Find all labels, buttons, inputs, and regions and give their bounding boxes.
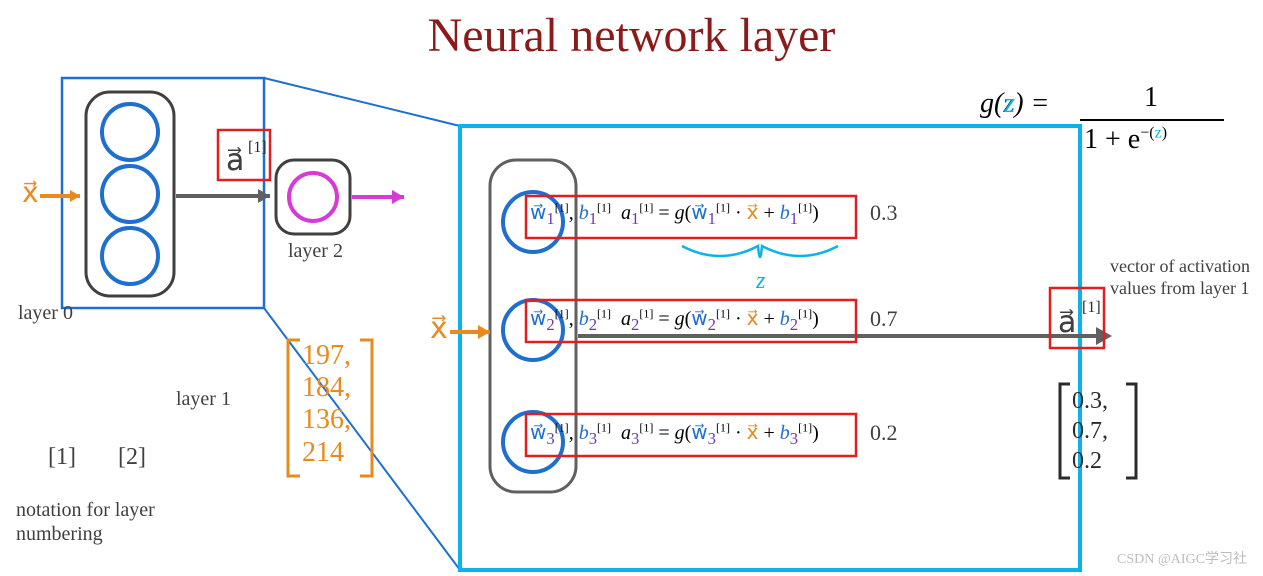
eq1-val: 0.3 [870, 200, 898, 226]
eq-row-3: w⃗3[1], b3[1] a3[1] = g(w⃗3[1] · x⃗ + b3… [530, 420, 819, 449]
x-label-left: x⃗ [22, 178, 39, 209]
sigmoid-z-overlay: z [1004, 88, 1015, 120]
diagram-canvas: x⃗ a⃗ [1] x⃗ a⃗ [1] z [0, 0, 1263, 576]
layer2-label: layer 2 [288, 240, 343, 263]
svg-text:a⃗: a⃗ [226, 144, 244, 177]
notation-1: [1] [48, 444, 76, 471]
eq3-val: 0.2 [870, 420, 898, 446]
layer0-label: layer 0 [18, 302, 73, 325]
sigmoid-num: 1 [1144, 82, 1158, 114]
svg-text:[1]: [1] [248, 139, 267, 156]
eq-row-2: w⃗2[1], b2[1] a2[1] = g(w⃗2[1] · x⃗ + b2… [530, 306, 819, 335]
output-caption: vector of activation values from layer 1 [1110, 256, 1260, 299]
notation-text: notation for layer numbering [16, 498, 226, 546]
svg-text:a⃗: a⃗ [1058, 306, 1076, 339]
notation-2: [2] [118, 444, 146, 471]
svg-text:z: z [755, 268, 766, 294]
output-vector: 0.3, 0.7, 0.2 [1072, 386, 1108, 476]
eq-row-1: w⃗1[1], b1[1] a1[1] = g(w⃗1[1] · x⃗ + b1… [530, 200, 819, 229]
eq2-val: 0.7 [870, 306, 898, 332]
layer1-label: layer 1 [176, 388, 231, 411]
x-label-zoom: x⃗ [430, 312, 448, 345]
input-vector: 197, 184, 136, 214 [302, 340, 351, 469]
watermark: CSDN @AIGC学习社 [1117, 548, 1247, 568]
sigmoid-denom: 1 + e−(z) [1084, 124, 1167, 156]
svg-text:[1]: [1] [1082, 299, 1101, 316]
